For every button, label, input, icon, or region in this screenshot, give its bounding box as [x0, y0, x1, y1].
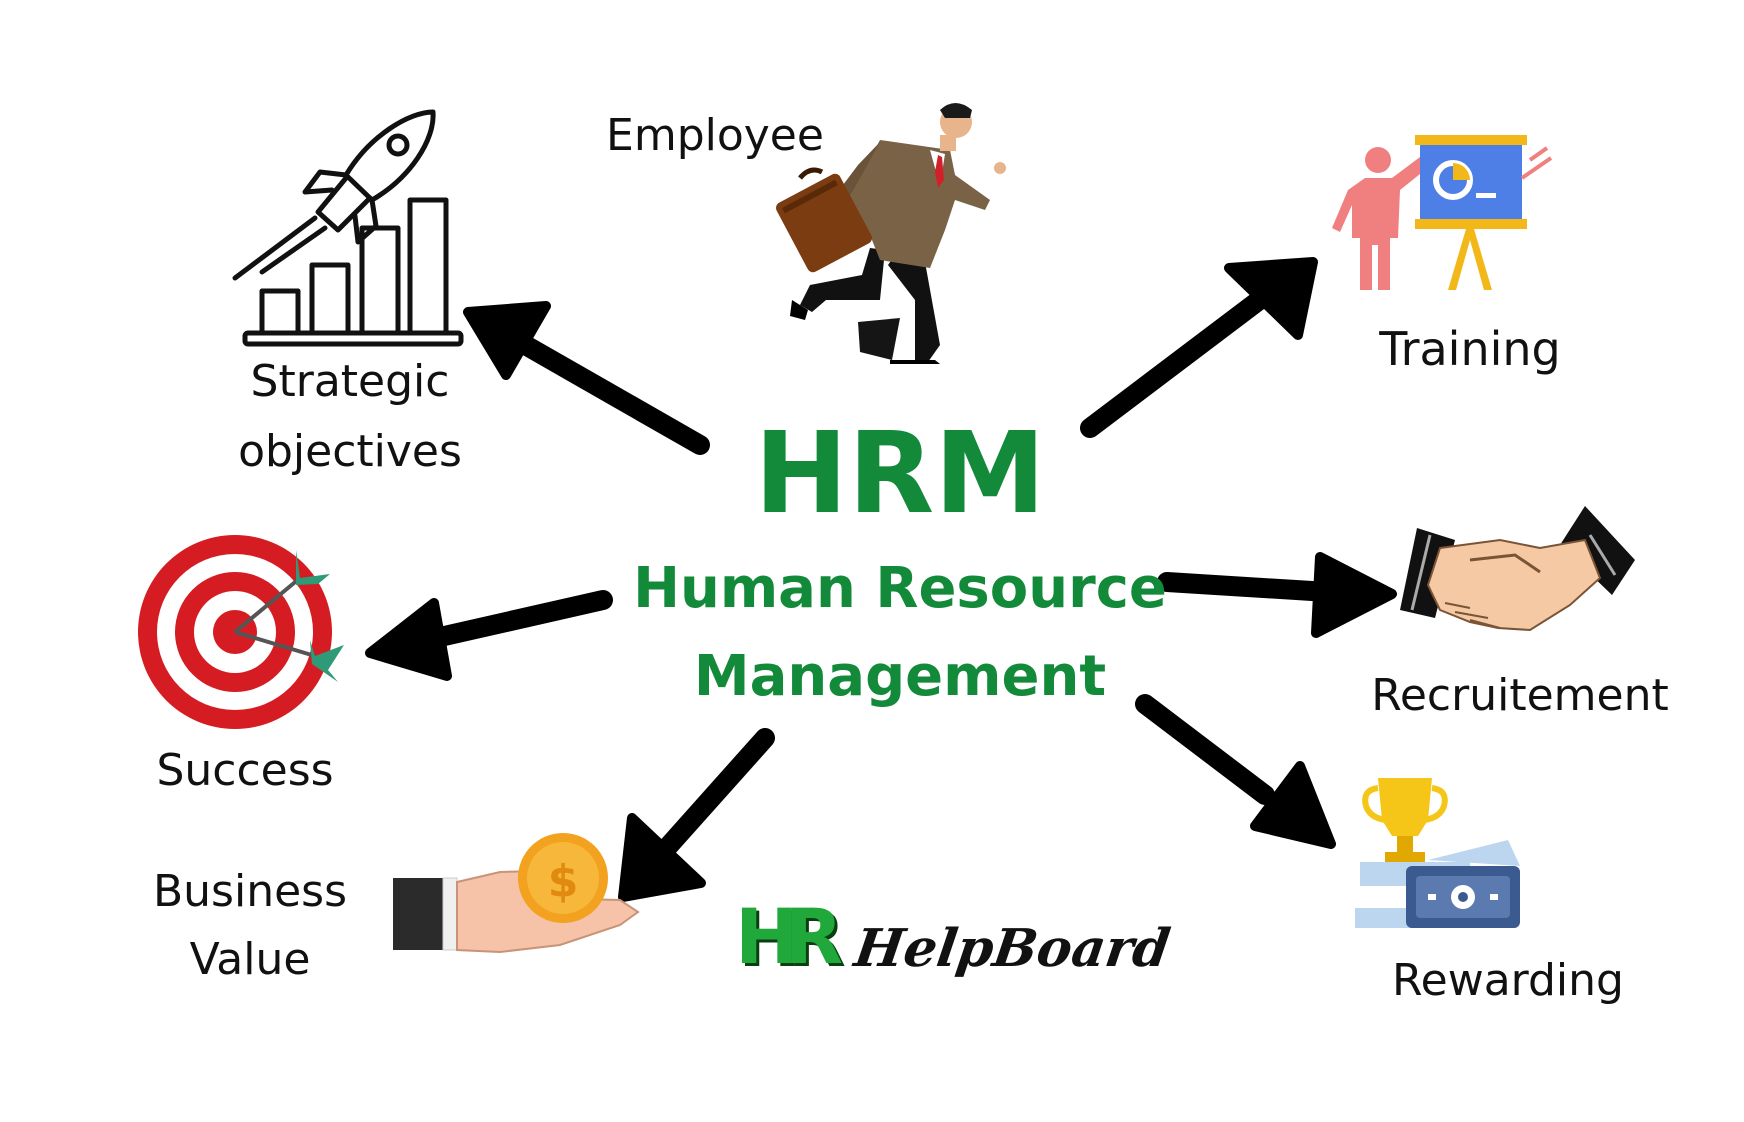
training-label: Training	[1379, 322, 1561, 376]
business-value-label-line2: Value	[189, 934, 311, 985]
arrowhead-recruitement	[1311, 552, 1397, 638]
arrow-to-success	[430, 590, 613, 647]
arrow-to-rewarding	[1135, 694, 1275, 805]
business-value-label-line1: Business	[152, 866, 348, 917]
arrowhead-business-value	[618, 813, 706, 902]
strategic-label-line1: Strategic	[250, 356, 450, 407]
hrm-subtitle-line2: Management	[693, 644, 1107, 709]
arrowhead-success	[365, 598, 452, 681]
arrow-to-recruitement	[1157, 572, 1338, 602]
hrm-title: HRM	[754, 409, 1046, 539]
logo-hr-mark: HR	[735, 892, 843, 981]
strategic-label-line2: objectives	[238, 426, 462, 477]
arrowhead-training	[1224, 257, 1318, 340]
arrow-to-training	[1080, 282, 1280, 438]
employee-label: Employee	[606, 110, 824, 161]
hrm-subtitle-line1: Human Resource	[633, 556, 1167, 621]
rewarding-label: Rewarding	[1392, 955, 1624, 1006]
recruitement-label: Recruitement	[1371, 670, 1669, 721]
svg-text:$: $	[548, 856, 579, 907]
helpboard-logo: HR HelpBoard	[735, 892, 1174, 981]
arrow-to-strategic	[510, 332, 710, 455]
arrowhead-strategic	[463, 301, 551, 380]
arrowhead-rewarding	[1250, 761, 1336, 849]
success-label: Success	[156, 745, 334, 796]
logo-helpboard-text: HelpBoard	[850, 918, 1174, 979]
arrow-to-business-value	[655, 728, 775, 860]
